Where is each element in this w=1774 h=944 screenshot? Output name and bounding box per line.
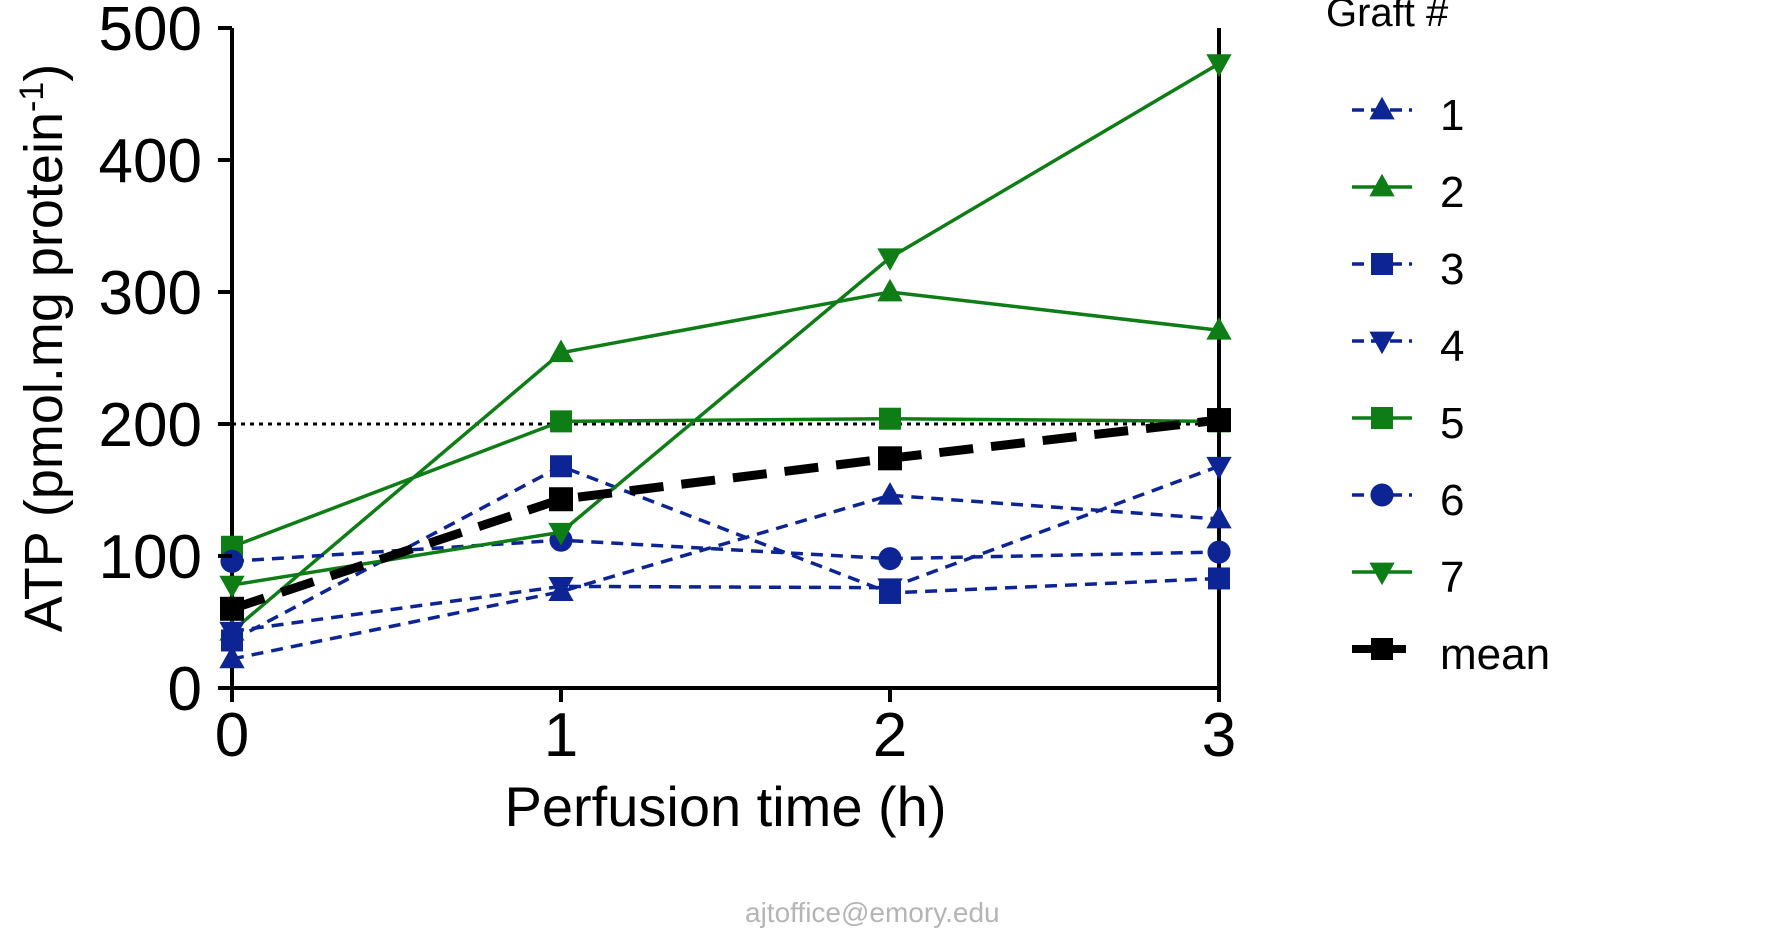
- legend-item-1: 1: [1352, 91, 1464, 140]
- legend-item-4: 4: [1352, 322, 1464, 371]
- x-tick-label: 3: [1202, 701, 1236, 770]
- legend-swatch-marker: [1369, 331, 1395, 355]
- y-tick-label: 400: [99, 127, 202, 196]
- series-line-4: [231, 464, 1220, 633]
- data-point-6-0: [220, 549, 244, 573]
- legend-label: 6: [1440, 476, 1464, 525]
- y-axis-title: ATP (pmol.mg protein-1): [13, 64, 74, 632]
- data-point-6-2: [878, 547, 902, 571]
- legend-label: mean: [1440, 630, 1550, 679]
- data-point-4-2: [877, 578, 903, 601]
- data-point-mean-2: [878, 446, 902, 471]
- legend-swatch-marker: [1371, 638, 1393, 660]
- x-tick-label: 0: [215, 701, 249, 770]
- legend-swatch-marker: [1369, 96, 1395, 120]
- series-6: [220, 528, 1231, 573]
- data-point-2-1: [548, 339, 574, 363]
- legend-label: 4: [1440, 322, 1464, 371]
- series-2: [219, 278, 1232, 641]
- legend-item-2: 2: [1352, 168, 1464, 217]
- data-point-7-3: [1206, 54, 1232, 77]
- data-point-7-0: [219, 575, 245, 599]
- data-point-2-2: [877, 278, 903, 302]
- legend-swatch-marker: [1371, 253, 1393, 275]
- data-point-1-2: [877, 482, 903, 505]
- y-tick-label: 300: [99, 259, 202, 328]
- data-point-2-3: [1206, 317, 1232, 340]
- series-5: [221, 407, 1230, 558]
- x-tick-label: 1: [544, 701, 578, 770]
- legend-item-6: 6: [1352, 476, 1464, 525]
- y-axis-title-superscript: -1: [13, 82, 51, 112]
- data-point-3-1: [550, 455, 572, 478]
- data-point-4-0: [219, 621, 245, 645]
- series-4: [219, 456, 1232, 645]
- x-tick-label: 2: [873, 701, 907, 770]
- series-line-mean: [230, 415, 1220, 614]
- axis-layer: 0 100 200 300 400 500 0 1 2 3 Perfusion time (h) AT…: [13, 0, 1236, 838]
- data-point-4-3: [1206, 456, 1232, 480]
- data-point-3-3: [1208, 567, 1230, 590]
- data-point-7-2: [877, 248, 903, 271]
- data-point-4-1: [548, 577, 574, 600]
- data-point-mean-0: [220, 596, 244, 621]
- data-point-1-3: [1206, 505, 1232, 529]
- legend-swatch-marker: [1369, 173, 1395, 197]
- legend-label: 5: [1440, 399, 1464, 448]
- series-layer: [219, 54, 1232, 669]
- data-point-1-0: [219, 645, 245, 669]
- series-line-5: [231, 416, 1220, 549]
- legend-label: 3: [1440, 245, 1464, 294]
- y-tick-label: 500: [99, 0, 202, 64]
- legend-item-mean: mean: [1352, 630, 1550, 679]
- legend-item-7: 7: [1352, 553, 1464, 602]
- series-mean: [220, 408, 1231, 621]
- legend-label: 7: [1440, 553, 1464, 602]
- x-axis-title: Perfusion time (h): [505, 775, 947, 838]
- y-tick-label: 200: [99, 391, 202, 460]
- series-1: [219, 482, 1232, 669]
- series-line-2: [230, 290, 1220, 633]
- y-axis-title-main: ATP (pmol.mg protein: [14, 112, 74, 632]
- legend-label: 2: [1440, 168, 1464, 217]
- data-point-5-2: [879, 407, 901, 430]
- y-axis-title-close: ): [14, 64, 74, 82]
- series-line-1: [231, 493, 1220, 661]
- legend-title: Graft #: [1326, 0, 1449, 35]
- data-point-mean-3: [1207, 408, 1231, 433]
- plot-frame: [230, 28, 1221, 690]
- legend-item-5: 5: [1352, 399, 1464, 448]
- legend-swatch-marker: [1370, 483, 1394, 507]
- data-point-7-1: [548, 522, 574, 546]
- y-tick-label: 0: [168, 655, 202, 724]
- watermark-text: ajtoffice@emory.edu: [745, 897, 1000, 928]
- data-point-5-1: [550, 410, 572, 433]
- legend: Graft # 1 2 3 4 5 6 7 mean: [1326, 0, 1550, 679]
- legend-swatch-marker: [1369, 562, 1395, 586]
- data-point-mean-1: [549, 487, 573, 512]
- data-point-6-3: [1207, 540, 1231, 564]
- legend-label: 1: [1440, 91, 1464, 140]
- legend-item-3: 3: [1352, 245, 1464, 294]
- y-tick-label: 100: [99, 523, 202, 592]
- legend-swatch-marker: [1371, 407, 1393, 429]
